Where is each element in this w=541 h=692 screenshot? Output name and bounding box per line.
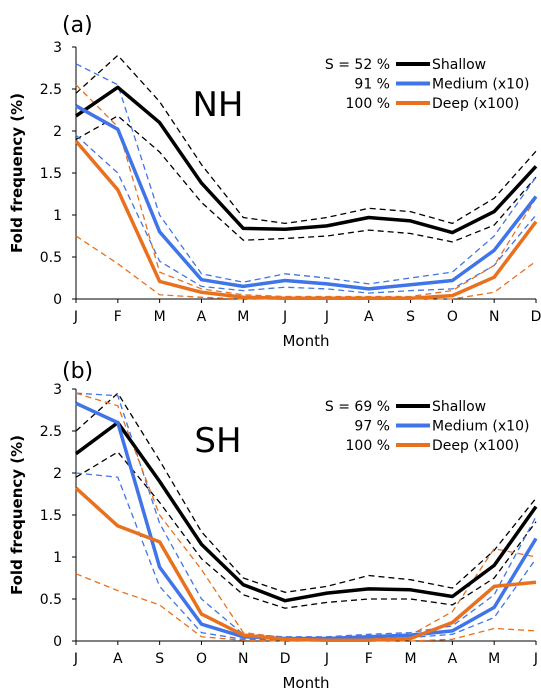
y-axis-title: Fold frequency (%) — [8, 93, 26, 253]
y-tick-label: 1 — [53, 208, 62, 224]
legend-s-value: 91 % — [354, 77, 390, 93]
legend-label: Shallow — [432, 57, 486, 73]
x-tick-label: S — [155, 651, 164, 667]
y-axis-title: Fold frequency (%) — [8, 435, 26, 595]
legend-s-value: 100 % — [346, 438, 390, 454]
panel-label: (a) — [62, 13, 93, 38]
panel-label: (b) — [62, 359, 93, 384]
x-tick-label: J — [73, 651, 78, 667]
legend-s-value: S = 52 % — [325, 57, 390, 73]
shallow-series-line — [74, 420, 538, 603]
x-tick-label: N — [489, 309, 499, 325]
deep-lower-bound — [75, 235, 537, 300]
shallow-series-line — [75, 85, 538, 235]
legend-label: Shallow — [432, 399, 486, 415]
y-tick-label: 2.5 — [40, 82, 62, 98]
x-tick-label: D — [280, 651, 291, 667]
y-tick-label: 0 — [53, 634, 62, 650]
deep-upper-bound — [75, 392, 537, 640]
medium-lower-bound — [75, 472, 537, 640]
legend-s-value: 97 % — [354, 419, 390, 435]
legend: S = 69 % Shallow 97 % Medium (x10) 100 % Deep… — [325, 399, 530, 454]
region-label: NH — [193, 85, 244, 125]
deep-series-line — [74, 139, 538, 300]
x-tick-label: A — [197, 309, 207, 325]
x-tick-label: F — [114, 309, 122, 325]
y-tick-label: 2 — [53, 466, 62, 482]
y-tick-label: 3 — [53, 40, 62, 56]
medium-series-line — [75, 104, 538, 291]
x-tick-label: A — [113, 651, 123, 667]
legend: S = 52 % Shallow 91 % Medium (x10) 100 % Deep… — [325, 57, 530, 112]
x-tick-label: S — [406, 309, 415, 325]
x-tick-label: M — [488, 651, 500, 667]
x-tick-label: N — [238, 651, 248, 667]
x-tick-label: M — [404, 651, 416, 667]
legend-label: Deep (x100) — [432, 438, 519, 454]
legend-s-value: S = 69 % — [325, 399, 390, 415]
x-tick-label: O — [447, 309, 458, 325]
shallow-upper-bound — [75, 54, 537, 225]
x-tick-label: M — [154, 309, 166, 325]
y-tick-label: 1.5 — [40, 166, 62, 182]
medium-lower-bound — [75, 134, 537, 294]
deep-lower-bound — [75, 573, 537, 642]
y-tick-label: 2 — [53, 124, 62, 140]
y-tick-label: 0.5 — [40, 592, 62, 608]
x-tick-label: A — [448, 651, 458, 667]
x-axis-title: Month — [282, 332, 329, 350]
legend-label: Deep (x100) — [432, 96, 519, 112]
x-tick-label: J — [324, 309, 329, 325]
legend-label: Medium (x10) — [432, 419, 529, 435]
shallow-upper-bound — [75, 392, 537, 593]
x-tick-label: F — [365, 651, 373, 667]
y-tick-label: 2.5 — [40, 424, 62, 440]
x-tick-label: A — [364, 309, 374, 325]
legend-s-value: 100 % — [346, 96, 390, 112]
x-tick-label: J — [533, 651, 538, 667]
medium-upper-bound — [75, 63, 537, 285]
shallow-lower-bound — [75, 115, 537, 243]
chart-panel-sh: 0 0.5 1 1.5 2 2.5 3 J A S O N D J F M A M J Month Fold frequ… — [8, 359, 538, 692]
chart-panel-nh: 0 0.5 1 1.5 2 2.5 3 J F M A M J J A S O N D Month Fold frequ… — [8, 13, 541, 350]
x-tick-label: D — [531, 309, 541, 325]
x-tick-label: J — [282, 309, 287, 325]
x-axis-title: Month — [282, 674, 329, 692]
x-tick-label: J — [324, 651, 329, 667]
y-tick-label: 0 — [53, 292, 62, 308]
x-tick-label: M — [237, 309, 249, 325]
y-tick-label: 1.5 — [40, 508, 62, 524]
x-tick-label: O — [196, 651, 207, 667]
x-tick-label: J — [73, 309, 78, 325]
y-tick-label: 0.5 — [40, 250, 62, 266]
y-tick-label: 3 — [53, 382, 62, 398]
region-label: SH — [194, 421, 241, 461]
deep-series-line — [74, 486, 537, 642]
y-tick-label: 1 — [53, 550, 62, 566]
deep-upper-bound — [75, 84, 537, 298]
legend-label: Medium (x10) — [432, 77, 529, 93]
